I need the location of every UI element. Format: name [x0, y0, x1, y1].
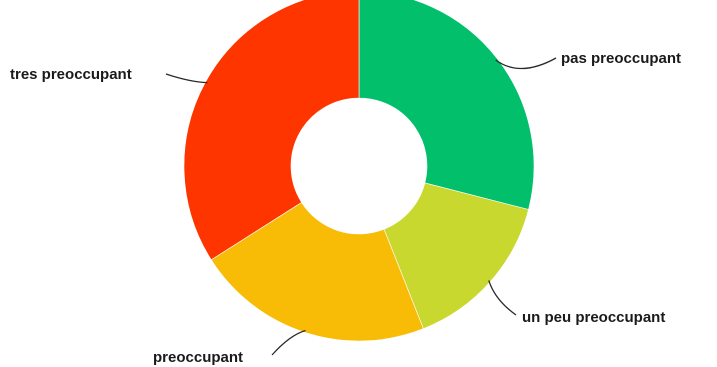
donut-slices [183, 0, 535, 342]
slice-preoccupant [210, 202, 424, 342]
leader-line-pas-preoccupant [495, 57, 557, 70]
slice-label-pas-preoccupant: pas preoccupant [561, 50, 681, 67]
leader-line-tres-preoccupant [165, 73, 208, 84]
leader-line-un-peu-preoccupant [488, 280, 517, 316]
leader-lines [165, 57, 557, 356]
slice-labels: pas preoccupant un peu preoccupant preoc… [10, 50, 681, 366]
slice-label-un-peu-preoccupant: un peu preoccupant [522, 309, 665, 326]
slice-tres-preoccupant [183, 0, 360, 261]
slice-un-peu-preoccupant [383, 182, 529, 330]
slice-label-preoccupant: preoccupant [153, 349, 243, 366]
leader-line-preoccupant [271, 329, 306, 356]
slice-label-tres-preoccupant: tres preoccupant [10, 66, 132, 83]
slice-pas-preoccupant [358, 0, 535, 210]
